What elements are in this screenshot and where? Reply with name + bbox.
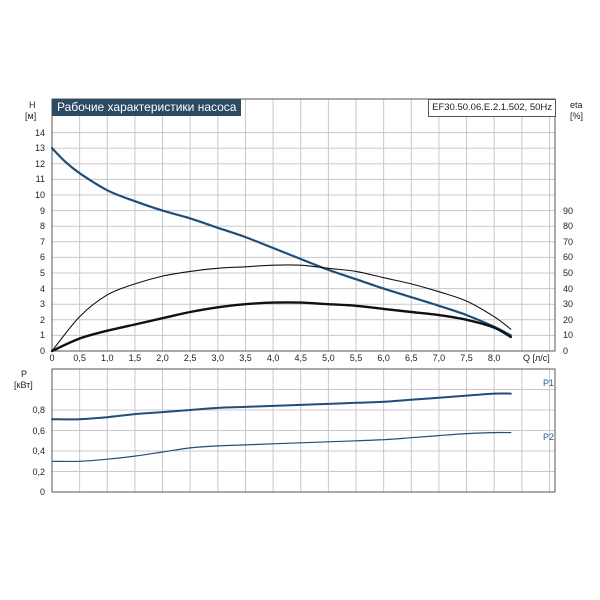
y-tick-right-label: 50: [563, 268, 574, 278]
x-tick-label: 4,0: [266, 353, 280, 363]
y-tick-right-label: 0: [563, 346, 569, 356]
y-axis-left-unit: [м]: [25, 111, 37, 121]
x-tick-label: 5,0: [322, 353, 335, 363]
y-tick-left-label: 13: [34, 143, 45, 154]
y-tick-left-label: 6: [39, 252, 45, 263]
pump-model-label: EF30.50.06.E.2.1.502, 50Hz: [428, 99, 556, 117]
bottom-plot-grid: [52, 369, 555, 492]
x-tick-label: 7,5: [460, 353, 473, 363]
power-p1-curve: [51, 392, 512, 421]
power-tick-label: 0: [39, 487, 45, 497]
x-tick-label: 0,5: [73, 353, 86, 363]
bottom-plot-frame: [51, 368, 556, 493]
y-tick-left-label: 8: [39, 221, 45, 232]
y-tick-left-label: 2: [39, 314, 45, 325]
x-tick-label: 1,5: [128, 353, 142, 363]
x-tick-label: 2,5: [183, 353, 197, 363]
y-tick-right-label: 30: [563, 299, 574, 310]
y-tick-left-label: 0: [39, 346, 45, 356]
y-tick-left-label: 5: [39, 268, 45, 278]
x-tick-label: 3,5: [239, 353, 252, 363]
top-plot-frame: [51, 98, 556, 352]
y-tick-right-label: 20: [563, 314, 574, 325]
power-axis-unit: [кВт]: [14, 380, 33, 390]
y-tick-left-label: 9: [39, 205, 45, 216]
y-tick-right-label: 40: [563, 283, 574, 294]
efficiency-curve-thick: [50, 301, 512, 353]
efficiency-curve-thin: [51, 264, 512, 352]
x-tick-label: 7,0: [432, 353, 446, 363]
y-tick-right-label: 90: [563, 205, 574, 216]
y-tick-right-label: 80: [563, 221, 574, 232]
x-tick-label: 5,5: [349, 353, 363, 363]
legend-p2: P2: [543, 432, 555, 442]
x-tick-label: 8,0: [487, 353, 501, 363]
head-curve: [50, 147, 512, 337]
power-axis-label: P: [21, 369, 28, 379]
y-axis-right-unit: [%]: [570, 111, 584, 121]
y-tick-right-label: 60: [563, 252, 574, 263]
y-tick-left-label: 7: [39, 236, 45, 247]
power-tick-label: 0,2: [32, 466, 45, 477]
x-tick-label: 4,5: [294, 353, 307, 363]
y-tick-left-label: 10: [34, 190, 45, 200]
power-tick-label: 0,6: [32, 425, 45, 436]
y-tick-left-label: 3: [39, 299, 45, 310]
y-tick-left-label: 11: [35, 174, 45, 185]
x-tick-label: 6,5: [405, 353, 418, 363]
y-tick-left-label: 14: [34, 127, 45, 138]
power-tick-label: 0,8: [32, 405, 45, 415]
power-p2-curve: [51, 431, 512, 463]
x-tick-label: 0: [49, 353, 55, 363]
top-plot-curves: [50, 147, 512, 353]
y-tick-left-label: 1: [39, 330, 45, 341]
bottom-plot-curves: [51, 392, 512, 463]
legend-p1: P1: [543, 378, 555, 388]
x-tick-label: 3,0: [211, 353, 225, 363]
y-tick-left-label: 12: [34, 158, 45, 169]
top-plot-grid: [52, 99, 555, 351]
x-tick-label: 6,0: [377, 353, 390, 363]
chart-title: Рабочие характеристики насоса: [52, 99, 242, 116]
x-tick-label: 1,0: [101, 353, 114, 363]
y-axis-left-label: H: [29, 100, 36, 110]
y-axis-right-label: eta: [570, 100, 583, 110]
y-tick-left-label: 4: [39, 283, 45, 294]
y-tick-right-label: 70: [563, 236, 574, 247]
x-axis-label: Q [л/с]: [523, 353, 550, 363]
y-tick-right-label: 10: [563, 330, 574, 341]
power-tick-label: 0,4: [32, 446, 45, 456]
x-tick-label: 2,0: [156, 353, 169, 363]
